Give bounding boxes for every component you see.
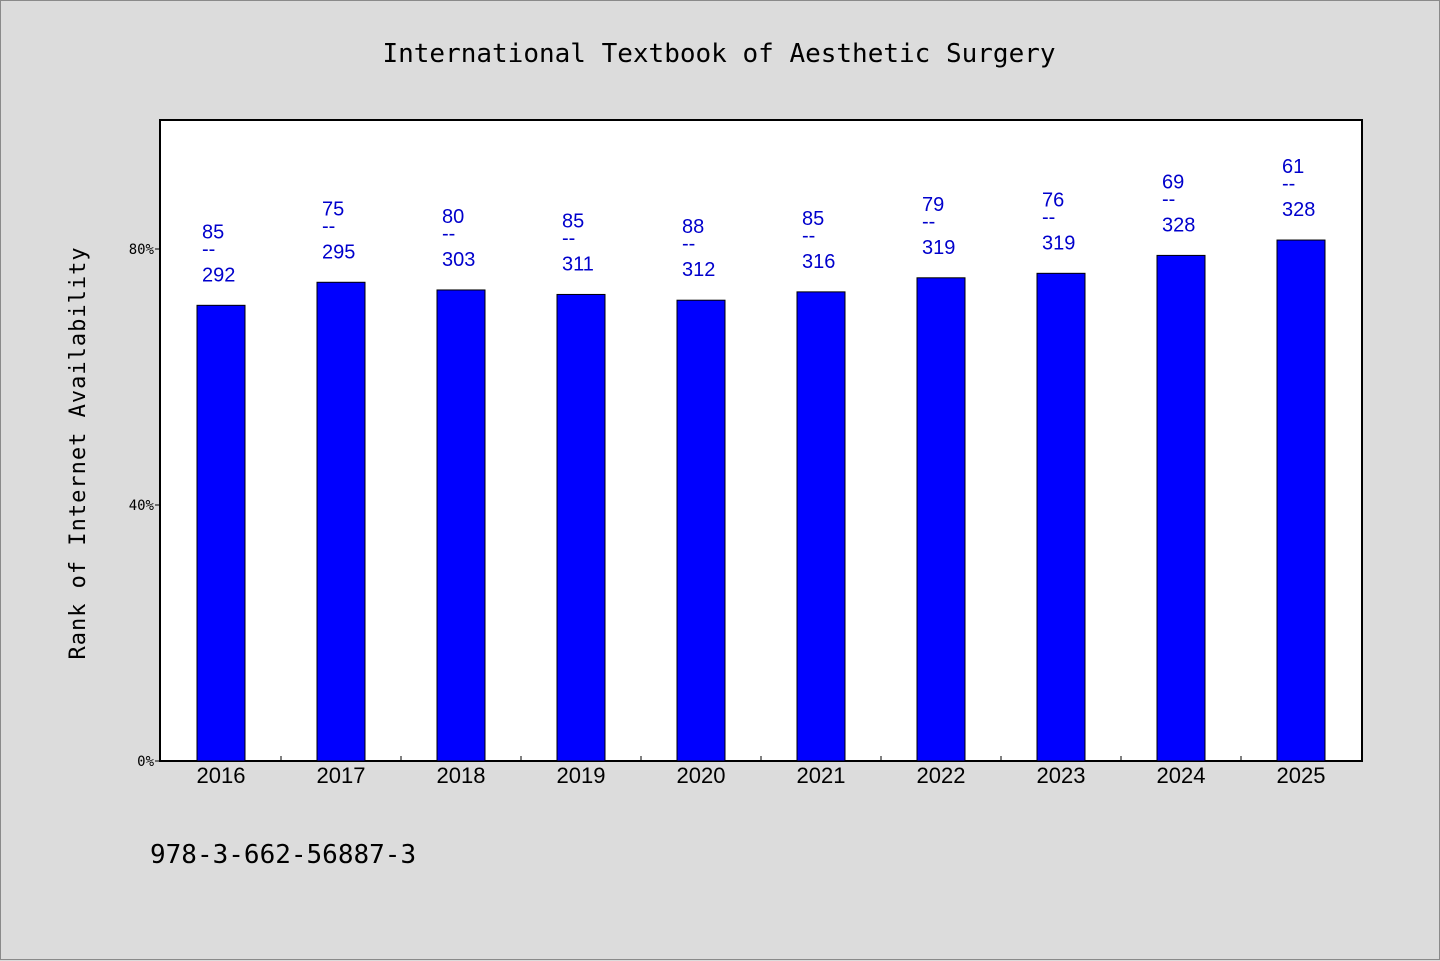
x-tick-label: 2017 [317,763,366,788]
data-label-top: 88 [682,216,704,238]
data-label-top: 79 [922,194,944,216]
y-axis-label: Rank of Internet Availability [66,246,91,659]
data-label-bottom: 328 [1282,199,1315,221]
data-label-bottom: 292 [202,264,235,286]
bar-2021 [796,291,846,762]
x-tick-label: 2025 [1277,763,1326,788]
data-label-top: 85 [562,210,584,232]
bar-2019 [556,293,606,762]
labels-layer: 201685--292201775--295201880--303201985-… [197,156,1326,788]
bars-layer [196,239,1326,762]
bar-2024 [1156,254,1206,762]
x-tick-label: 2023 [1037,763,1086,788]
chart-title: International Textbook of Aesthetic Surg… [382,39,1055,69]
data-label-separator: -- [1282,173,1295,195]
data-label-separator: -- [1042,206,1055,228]
data-label-separator: -- [682,233,695,255]
data-label-top: 80 [442,206,464,228]
x-tick-label: 2019 [557,763,606,788]
data-label-top: 61 [1282,156,1304,178]
y-tick-label: 0% [137,754,154,770]
bar-2022 [916,277,966,762]
bar-2016 [196,304,246,762]
x-tick-label: 2021 [797,763,846,788]
y-tick-label: 40% [129,498,155,514]
data-label-separator: -- [202,238,215,260]
x-tick-label: 2024 [1157,763,1206,788]
x-tick-label: 2022 [917,763,966,788]
data-label-top: 85 [202,221,224,243]
data-label-separator: -- [442,223,455,245]
data-label-separator: -- [922,211,935,233]
bar-2018 [436,289,486,762]
footer-isbn: 978-3-662-56887-3 [150,840,416,870]
ticks-layer: 0% 40% 80% [129,242,1242,770]
bar-2020 [676,299,726,762]
x-tick-label: 2016 [197,763,246,788]
data-label-separator: -- [322,215,335,237]
data-label-top: 85 [802,208,824,230]
bar-2025 [1276,239,1326,762]
y-tick-label: 80% [129,242,155,258]
x-tick-label: 2018 [437,763,486,788]
bar-2023 [1036,272,1086,762]
data-label-bottom: 319 [1042,232,1075,254]
data-label-separator: -- [1162,188,1175,210]
data-label-bottom: 319 [922,237,955,259]
data-label-top: 69 [1162,171,1184,193]
data-label-top: 76 [1042,189,1064,211]
data-label-top: 75 [322,198,344,220]
data-label-bottom: 312 [682,259,715,281]
data-label-separator: -- [802,225,815,247]
data-label-bottom: 311 [562,253,594,275]
data-label-bottom: 328 [1162,214,1195,236]
data-label-separator: -- [562,227,575,249]
x-tick-label: 2020 [677,763,726,788]
bar-2017 [316,281,366,762]
data-label-bottom: 295 [322,241,355,263]
data-label-bottom: 303 [442,249,475,271]
data-label-bottom: 316 [802,251,835,273]
